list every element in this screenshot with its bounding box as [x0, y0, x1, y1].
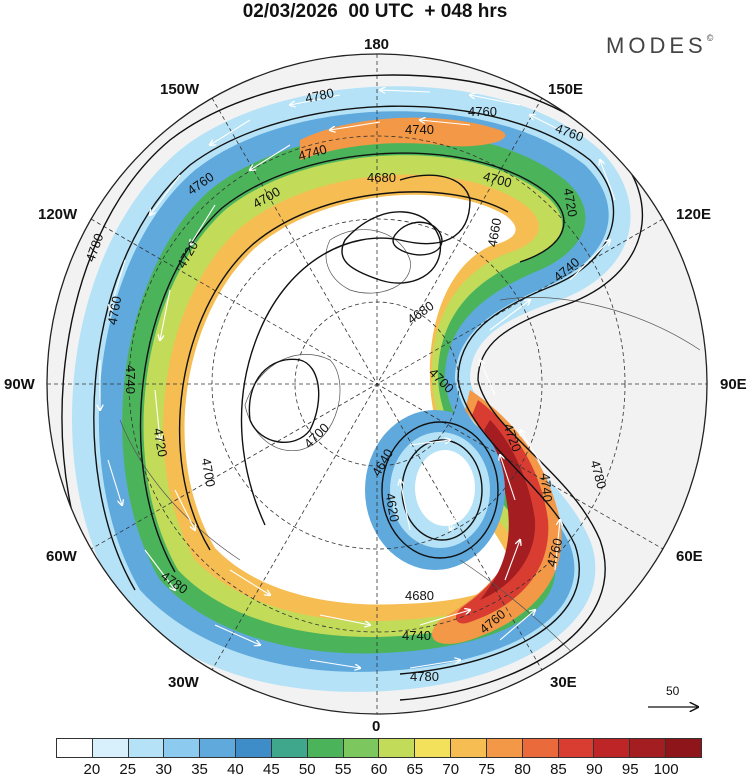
colorbar-ticks: 20 25 30 35 40 45 50 55 60 65 70 75 80 85 90 95 100 [56, 761, 702, 781]
colorbar-tick-label: 35 [191, 761, 208, 778]
colorbar-tick-label: 45 [262, 761, 280, 778]
brand-name: MODES [606, 33, 707, 58]
lon-label-120w: 120W [38, 206, 78, 223]
lon-label-180: 180 [364, 36, 390, 53]
colorbar-tick-label: 75 [478, 761, 495, 778]
colorbar-swatch [415, 739, 452, 757]
lon-label-30e: 30E [550, 674, 577, 691]
colorbar-tick-label: 25 [119, 761, 137, 778]
colorbar-tick-label: 80 [514, 761, 531, 778]
jet-core-region [300, 117, 562, 644]
colorbar-swatch [200, 739, 237, 757]
lon-label-120e: 120E [676, 206, 712, 223]
colorbar-tick-label: 40 [227, 761, 244, 778]
colorbar-swatch [92, 739, 129, 757]
colorbar-swatch [522, 739, 559, 757]
contour-label: 4740 [537, 472, 556, 503]
forecast-title: 02/03/2026 00 UTC + 048 hrs [242, 1, 508, 22]
lon-label-60w: 60W [46, 548, 77, 565]
colorbar-tick-label: 100 [653, 761, 679, 778]
colorbar-swatch [271, 739, 308, 757]
colorbar-tick-label: 85 [550, 761, 567, 778]
colorbar-swatch [307, 739, 344, 757]
colorbar-swatch [594, 739, 631, 757]
lon-label-90e: 90E [720, 376, 747, 393]
brand-mark: © [706, 33, 714, 43]
lon-label-90w: 90W [4, 376, 35, 393]
contour-label: 4740 [405, 122, 434, 137]
colorbar-swatch [486, 739, 523, 757]
colorbar-swatch [451, 739, 487, 757]
lon-label-60e: 60E [676, 548, 703, 565]
arrow-right-icon [648, 696, 702, 718]
contour-label: 4680 [367, 170, 396, 185]
reference-vector-label: 50 [666, 684, 680, 698]
contour-label: 4740 [402, 628, 431, 643]
colorbar-tick-label: 50 [298, 761, 316, 778]
colorbar-tick-label: 70 [442, 761, 460, 778]
colorbar-swatch [164, 739, 201, 757]
colorbar-tick-label: 65 [406, 761, 424, 778]
lon-label-150w: 150W [160, 81, 200, 98]
map-border [46, 53, 708, 715]
colorbar-swatch [236, 739, 272, 757]
colorbar-tick-label: 90 [585, 761, 603, 778]
colorbar-swatch [343, 739, 380, 757]
contour-label: 4780 [410, 669, 439, 684]
contour-label: 4740 [122, 365, 138, 394]
contour-label: 4680 [405, 588, 434, 603]
colorbar-swatch [558, 739, 595, 757]
colorbar-tick-label: 55 [334, 761, 352, 778]
colorbar-tick-label: 20 [83, 761, 101, 778]
wind-streamlines [100, 90, 616, 668]
contour-label: 4760 [468, 104, 497, 119]
colorbar-swatch [57, 739, 93, 757]
cutoff-low [365, 410, 505, 570]
colorbar-swatch [379, 739, 416, 757]
colorbar-swatch [630, 739, 667, 757]
colorbar-tick-label: 60 [370, 761, 388, 778]
lon-label-0: 0 [372, 718, 381, 735]
lon-label-150e: 150E [548, 81, 584, 98]
colorbar-swatch [128, 739, 165, 757]
colorbar [56, 738, 702, 758]
reference-vector: 50 [646, 684, 702, 718]
graticule [47, 54, 707, 714]
colorbar-swatch [666, 739, 701, 757]
lon-label-30w: 30W [168, 674, 199, 691]
brand-logo: MODES© [606, 33, 713, 59]
colorbar-tick-label: 30 [155, 761, 172, 778]
height-contours [61, 74, 644, 701]
colorbar-tick-label: 95 [621, 761, 639, 778]
